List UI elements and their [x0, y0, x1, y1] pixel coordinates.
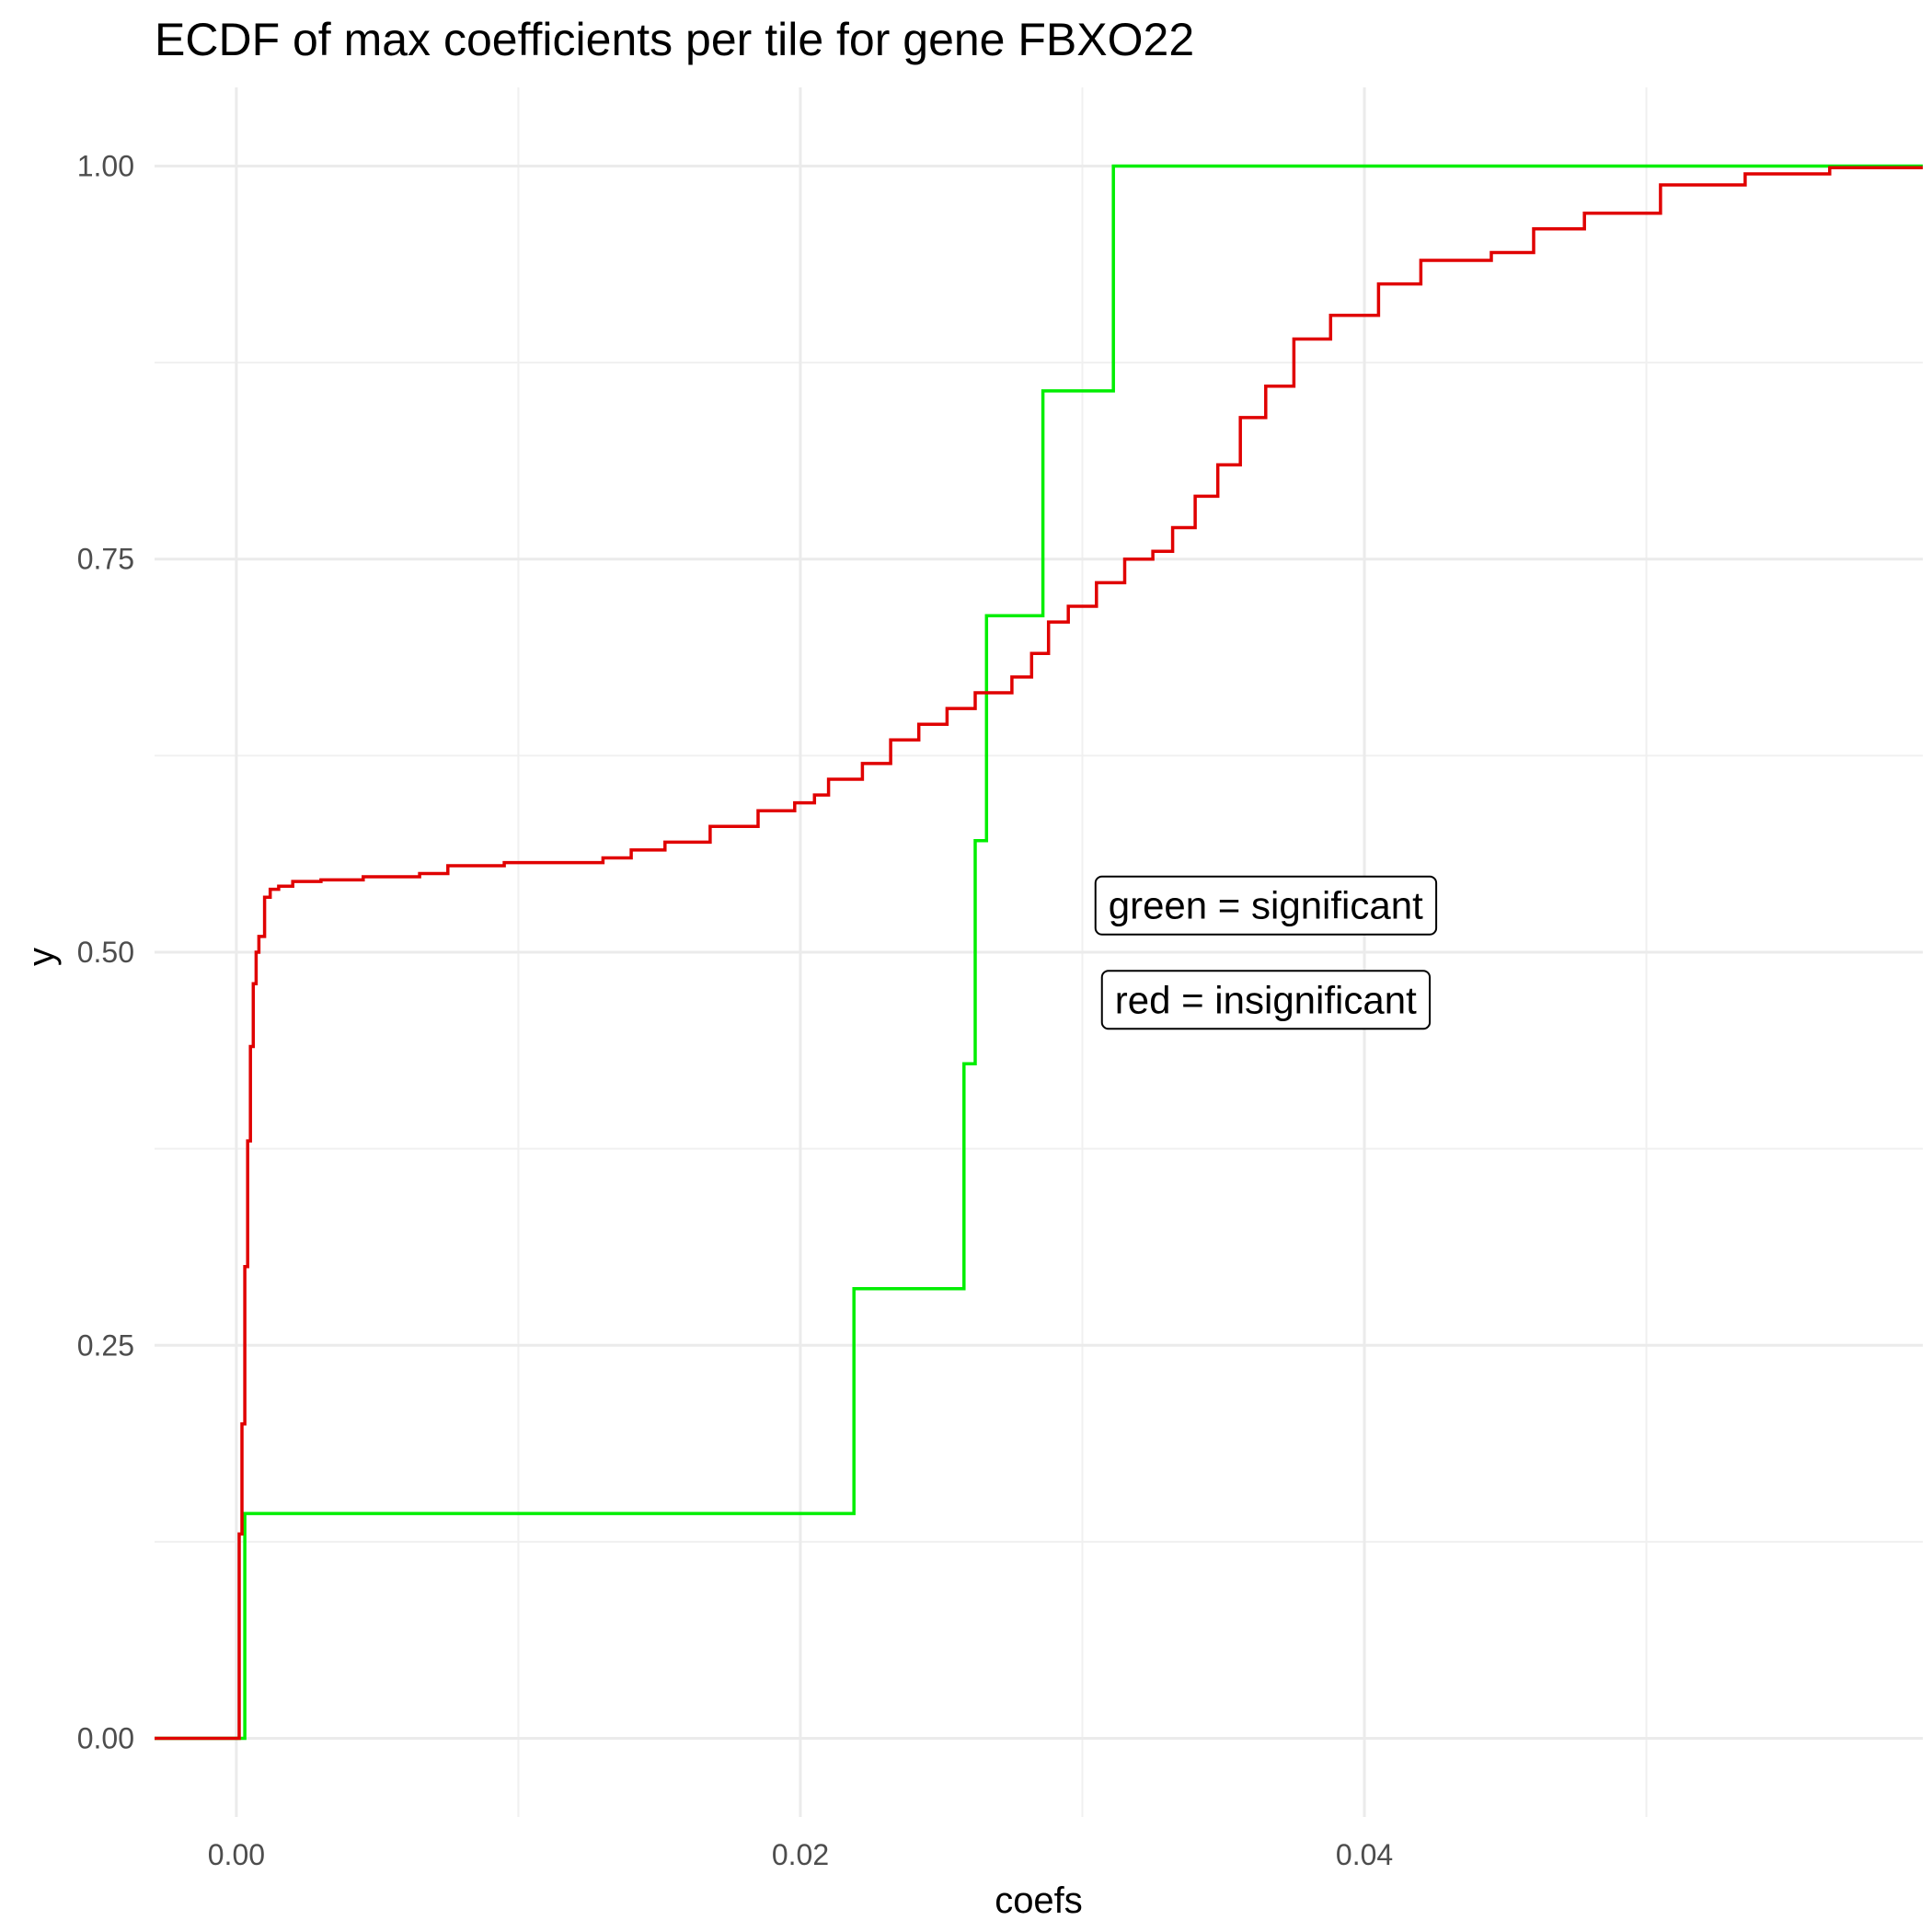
- annotation-label: green = significant: [1094, 875, 1438, 936]
- chart-title: ECDF of max coefficients per tile for ge…: [155, 14, 1194, 65]
- y-tick-label: 0.50: [77, 936, 134, 969]
- x-axis-title: coefs: [995, 1880, 1083, 1921]
- series-line-insignificant: [155, 166, 1923, 1741]
- x-tick-label: 0.00: [208, 1838, 265, 1871]
- annotation-text: red = insignificant: [1115, 978, 1417, 1021]
- tick-labels: 0.00 0.02 0.04 0.00 0.25 0.50 0.75 1.00: [77, 149, 1393, 1871]
- series-line-significant: [155, 164, 1923, 1741]
- annotation-label: red = insignificant: [1100, 970, 1432, 1030]
- y-tick-label: 1.00: [77, 149, 134, 182]
- x-tick-label: 0.02: [772, 1838, 829, 1871]
- y-tick-label: 0.25: [77, 1328, 134, 1362]
- major-gridlines: [155, 87, 1923, 1817]
- annotation-text: green = significant: [1109, 884, 1423, 927]
- y-axis-title: y: [21, 948, 62, 966]
- y-tick-label: 0.00: [77, 1722, 134, 1755]
- annotation-box: [1094, 875, 1438, 936]
- annotations: green = significant red = insignificant: [1094, 875, 1438, 1030]
- series-layer: [155, 164, 1923, 1741]
- x-tick-label: 0.04: [1336, 1838, 1393, 1871]
- annotation-box: [1100, 970, 1432, 1030]
- y-tick-label: 0.75: [77, 543, 134, 576]
